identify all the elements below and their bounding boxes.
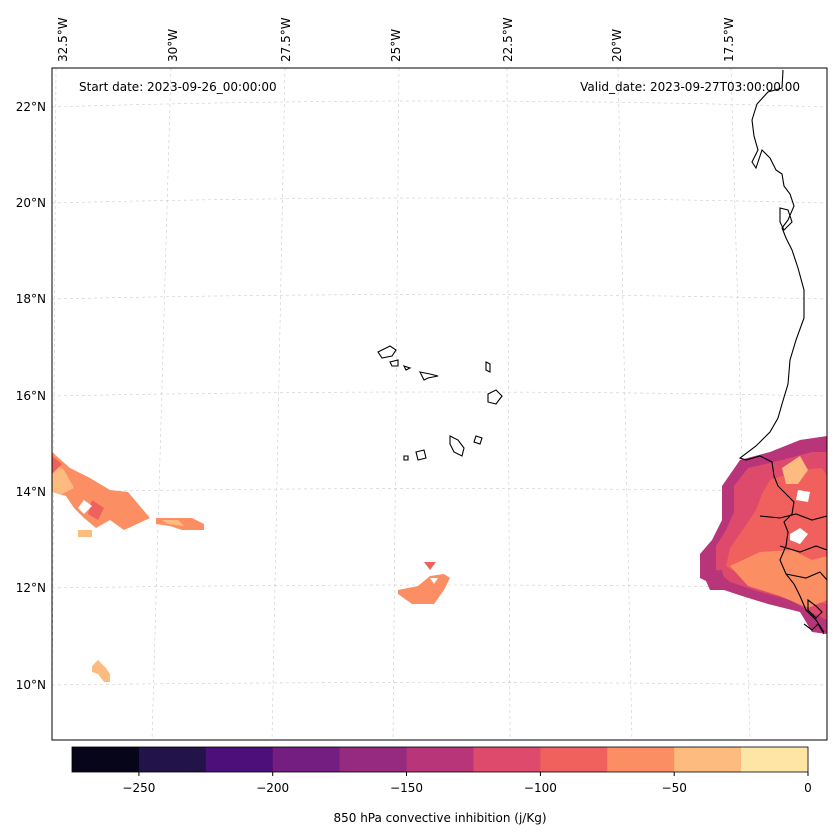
colorbar: −250 −200 −150 −100 −50 0 850 hPa convec…: [71, 746, 812, 825]
meridian-32-5w: [51, 67, 57, 741]
cin-patch-south-small: [92, 660, 110, 682]
cin-field: [52, 436, 827, 682]
cb-tick-label-2: −150: [390, 781, 423, 795]
coastline: [738, 69, 828, 635]
meridian-25w: [392, 67, 400, 741]
colorbar-ticks: −250 −200 −150 −100 −50 0: [122, 772, 812, 795]
brava: [403, 455, 409, 461]
cin-patch-cv-south-gap: [430, 578, 438, 584]
lon-labels: 32.5°W 30°W 27.5°W 25°W 22.5°W 20°W 17.5…: [56, 17, 736, 62]
lat-label-10n: 10°N: [16, 678, 46, 692]
lat-label-14n: 14°N: [16, 485, 46, 499]
cin-patch-africa-hole2: [796, 490, 810, 502]
santa-luzia: [402, 365, 412, 371]
lat-label-12n: 12°N: [16, 581, 46, 595]
cin-patch-west-inner: [52, 462, 74, 494]
parallel-14n: [51, 488, 828, 493]
graticule: [51, 67, 828, 741]
lat-labels: 22°N 20°N 18°N 16°N 14°N 12°N 10°N: [16, 100, 46, 692]
lon-label-20w: 20°W: [610, 29, 624, 62]
lon-label-22-5w: 22.5°W: [501, 17, 515, 62]
cin-patch-west-red2: [88, 500, 104, 520]
lon-label-27-5w: 27.5°W: [279, 17, 293, 62]
sal: [485, 361, 491, 373]
parallel-10n: [51, 682, 828, 686]
cin-patch-africa-hole: [790, 528, 808, 544]
cin-patch-west-strip-lt: [162, 520, 184, 526]
lat-label-16n: 16°N: [16, 389, 46, 403]
maio: [473, 435, 483, 445]
parallel-18n: [51, 294, 828, 300]
colorbar-swatch-6: [473, 747, 541, 772]
parallel-22n: [51, 100, 828, 108]
colorbar-swatches: [72, 747, 809, 772]
colorbar-swatch-1: [138, 747, 207, 772]
colorbar-swatch-0: [72, 747, 140, 772]
cin-patch-cv-south-dot: [424, 562, 436, 570]
colorbar-swatch-10: [741, 747, 809, 772]
colorbar-swatch-5: [406, 747, 474, 772]
colorbar-swatch-8: [607, 747, 675, 772]
cb-tick-label-5: 0: [804, 781, 812, 795]
lon-label-17-5w: 17.5°W: [722, 17, 736, 62]
cb-tick-label-1: −200: [256, 781, 289, 795]
sao-nicolau: [419, 371, 439, 381]
cin-patch-cv-south: [398, 574, 450, 604]
cin-patch-west-small: [78, 530, 92, 537]
santiago: [449, 435, 465, 457]
cin-patch-africa-orange: [730, 550, 827, 608]
cape-verde-islands: [377, 345, 503, 461]
colorbar-swatch-7: [540, 747, 608, 772]
lon-label-30w: 30°W: [166, 29, 180, 62]
valid-date-label: Valid_date: 2023-09-27T03:00:00.00: [580, 80, 800, 94]
cin-patch-west-red: [52, 456, 62, 474]
lat-label-22n: 22°N: [16, 100, 46, 114]
colorbar-swatch-4: [339, 747, 408, 772]
lon-label-32-5w: 32.5°W: [56, 17, 70, 62]
cin-patch-africa-peach: [782, 456, 808, 484]
cin-patch-africa-magenta: [702, 570, 726, 590]
meridian-27-5w: [271, 67, 286, 741]
lon-label-25w: 25°W: [389, 29, 403, 62]
colorbar-swatch-3: [272, 747, 341, 772]
sao-vicente: [389, 359, 399, 367]
cin-patch-africa-orange2: [800, 570, 827, 598]
start-date-label: Start date: 2023-09-26_00:00:00: [79, 80, 277, 94]
boa-vista: [487, 389, 503, 405]
parallel-20n: [51, 197, 828, 204]
senegal-cape: [779, 207, 793, 231]
casamance-coast: [779, 545, 828, 553]
parallel-16n: [51, 391, 828, 397]
colorbar-swatch-2: [205, 747, 274, 772]
santo-antao: [377, 345, 397, 359]
colorbar-swatch-9: [674, 747, 742, 772]
guinea-bissau-coast: [785, 571, 828, 581]
gambia-river: [759, 513, 828, 521]
map-frame: [51, 67, 828, 741]
cin-patch-west-hole: [78, 500, 92, 514]
south-guinea-coast: [803, 623, 825, 635]
lat-label-20n: 20°N: [16, 196, 46, 210]
meridian-30w: [151, 67, 172, 741]
cb-tick-label-0: −250: [122, 781, 155, 795]
cin-patch-west-outer: [52, 452, 150, 530]
colorbar-title: 850 hPa convective inhibition (j/Kg): [333, 811, 546, 825]
meridian-22-5w: [506, 67, 511, 741]
meridian-20w: [617, 67, 633, 741]
cb-tick-label-4: −50: [662, 781, 687, 795]
meridian-17-5w: [730, 67, 751, 741]
bissau-islands: [807, 598, 823, 619]
cb-tick-label-3: −100: [524, 781, 557, 795]
parallel-12n: [51, 584, 828, 589]
africa-coastline: [738, 69, 825, 633]
colorbar-frame: [71, 746, 809, 773]
lat-label-18n: 18°N: [16, 292, 46, 306]
fogo: [415, 449, 427, 461]
